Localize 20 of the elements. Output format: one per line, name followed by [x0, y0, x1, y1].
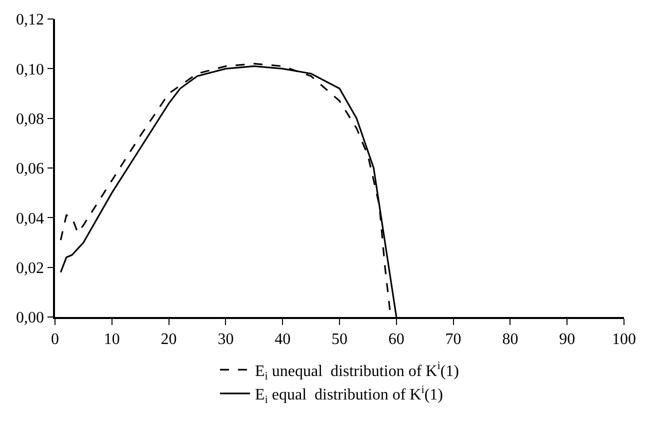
- x-tick-label: 70: [445, 330, 462, 348]
- y-tick-label: 0,00: [16, 310, 44, 327]
- y-tick-label: 0,02: [16, 260, 44, 277]
- y-tick-label: 0,10: [16, 61, 44, 78]
- x-tick-label: 20: [160, 330, 177, 348]
- x-tick-label: 80: [502, 330, 518, 348]
- y-tick-label: 0,12: [16, 12, 44, 29]
- x-tick-label: 90: [559, 330, 576, 348]
- x-tick-label: 60: [388, 330, 404, 348]
- x-tick-label: 40: [274, 330, 291, 348]
- x-tick-label: 30: [218, 330, 234, 348]
- x-tick-label: 50: [332, 330, 348, 348]
- y-tick-label: 0,04: [16, 210, 44, 228]
- legend-label: E$_{i}$ equal distribution of K$^{i}$(1): [255, 384, 443, 406]
- x-tick-label: 10: [104, 330, 120, 348]
- x-tick-label: 100: [612, 330, 636, 348]
- y-tick-label: 0,08: [16, 110, 44, 128]
- legend-label: E$_{i}$ unequal distribution of K$^{i}$(1): [255, 360, 459, 382]
- x-tick-label: 0: [51, 330, 59, 348]
- y-tick-label: 0,06: [16, 160, 44, 178]
